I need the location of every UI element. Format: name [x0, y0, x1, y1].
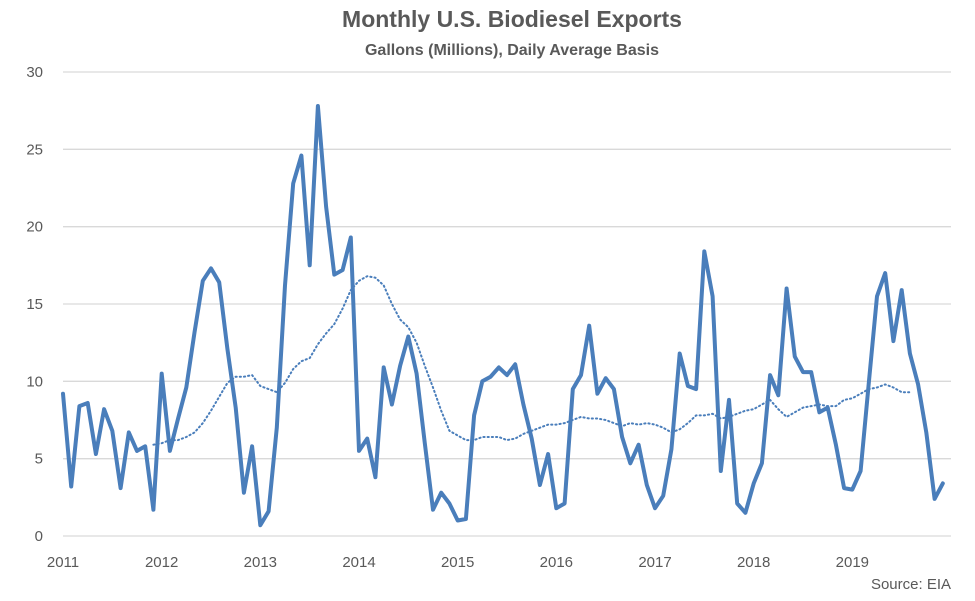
x-tick-label: 2019 — [836, 554, 869, 571]
y-tick-label: 30 — [26, 64, 43, 81]
x-tick-label: 2011 — [47, 554, 79, 571]
y-axis-ticks: 0 5 10 15 20 25 30 — [26, 64, 43, 545]
x-tick-label: 2016 — [540, 554, 573, 571]
gridlines — [63, 71, 951, 537]
x-tick-label: 2013 — [244, 554, 277, 571]
x-tick-label: 2017 — [638, 554, 671, 571]
y-tick-label: 15 — [26, 296, 43, 313]
y-tick-label: 5 — [35, 451, 43, 468]
chart-source: Source: EIA — [870, 576, 951, 593]
chart-subtitle: Gallons (Millions), Daily Average Basis — [364, 42, 659, 59]
y-tick-label: 25 — [26, 141, 43, 158]
series-line-solid — [61, 104, 945, 528]
x-tick-label: 2018 — [737, 554, 770, 571]
chart-title: Monthly U.S. Biodiesel Exports — [342, 6, 682, 32]
x-tick-label: 2015 — [441, 554, 474, 571]
y-tick-label: 0 — [35, 528, 43, 545]
y-tick-label: 10 — [26, 373, 43, 390]
y-tick-label: 20 — [26, 219, 43, 236]
series-line-dotted — [152, 275, 911, 446]
series-lines — [61, 104, 945, 528]
x-axis-ticks: 2011 2012 2013 2014 2015 2016 2017 2018 2019 — [47, 554, 869, 571]
x-tick-label: 2012 — [145, 554, 178, 571]
x-tick-label: 2014 — [342, 554, 375, 571]
